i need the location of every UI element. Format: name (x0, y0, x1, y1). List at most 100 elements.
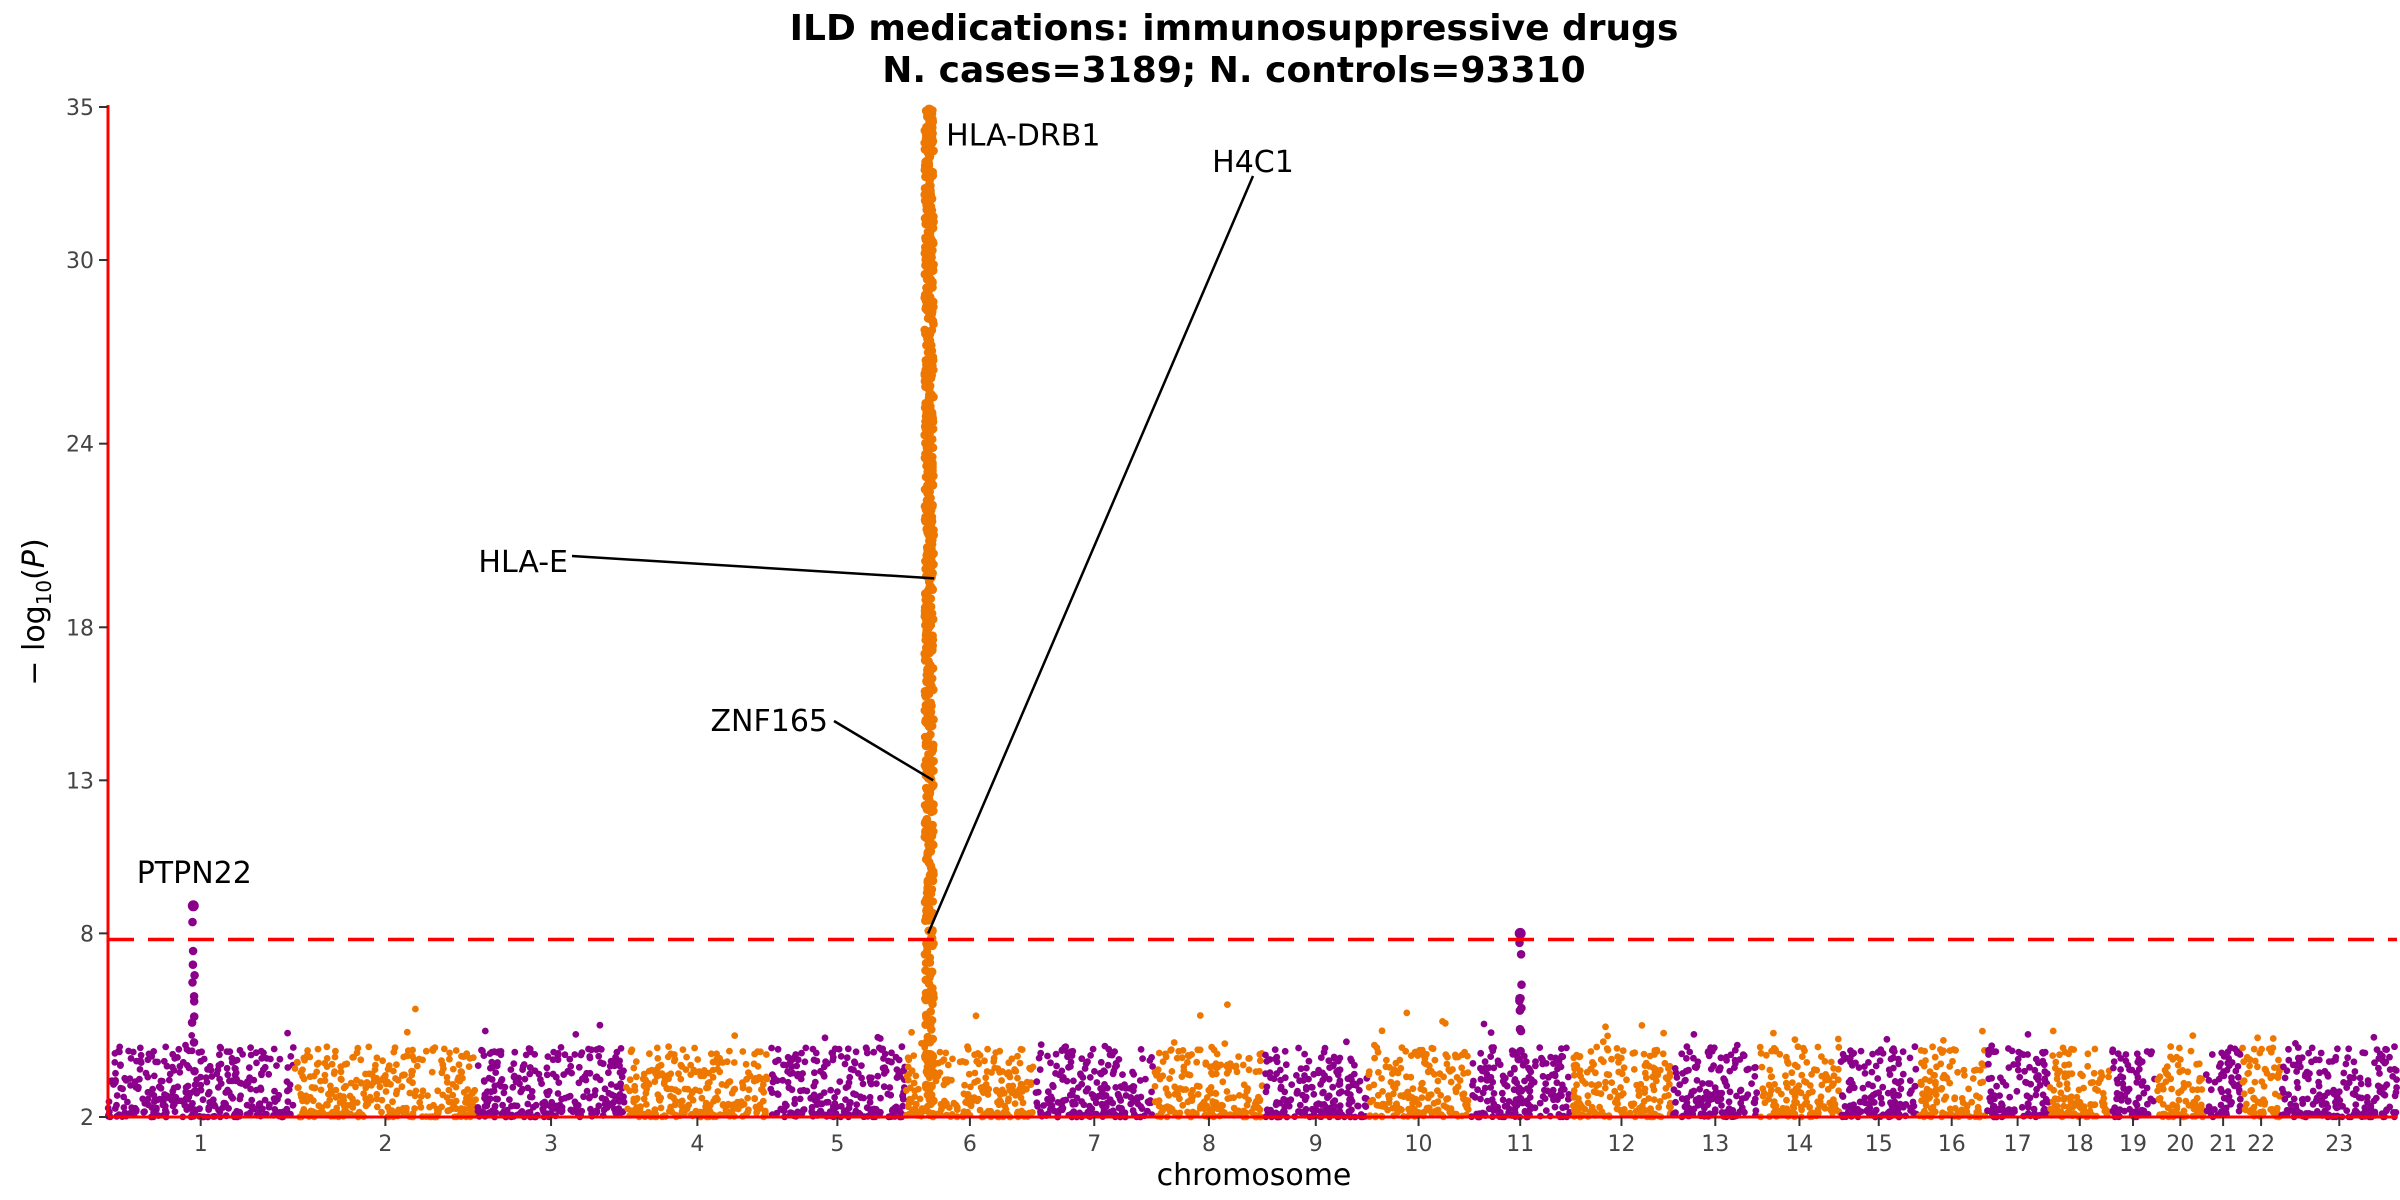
data-point (2006, 1093, 2014, 1101)
data-point (2228, 1098, 2236, 1106)
data-point (1912, 1065, 1920, 1073)
peak-point (1517, 980, 1526, 989)
data-point (1489, 1047, 1497, 1055)
peak-point (1517, 1003, 1526, 1013)
gene-label: ZNF165 (710, 704, 828, 739)
peak-point (922, 1054, 931, 1064)
data-point (1173, 1086, 1181, 1094)
data-point (162, 1043, 170, 1051)
data-point (111, 1050, 119, 1057)
data-point (1053, 1062, 1060, 1070)
data-point (1510, 1064, 1518, 1072)
data-point (1867, 1096, 1875, 1104)
data-point (331, 1053, 339, 1061)
data-point (2079, 1072, 2086, 1080)
data-point (2345, 1045, 2353, 1053)
data-point (510, 1060, 518, 1067)
data-point (982, 1074, 990, 1082)
data-point (1938, 1084, 1946, 1092)
data-point (2217, 1060, 2225, 1067)
data-point (1325, 1075, 1333, 1083)
data-point (1888, 1102, 1896, 1110)
data-point (1196, 1012, 1204, 1019)
data-point (616, 1057, 623, 1065)
data-point (1392, 1100, 1400, 1108)
data-point (1209, 1071, 1216, 1078)
data-point (2254, 1034, 2262, 1042)
data-point (1011, 1100, 1019, 1107)
data-point (1256, 1097, 1264, 1105)
data-point (363, 1079, 371, 1086)
peak-point (923, 334, 932, 344)
data-point (1061, 1043, 1068, 1051)
data-point (1277, 1076, 1284, 1084)
data-point (944, 1061, 952, 1069)
data-point (176, 1062, 184, 1070)
data-point (352, 1083, 359, 1091)
data-point (1979, 1078, 1987, 1086)
data-point (1984, 1107, 1991, 1115)
data-point (232, 1077, 240, 1085)
data-point (574, 1101, 582, 1109)
data-point (2211, 1106, 2218, 1113)
data-point (1166, 1075, 1173, 1082)
data-point (1048, 1102, 1056, 1110)
data-point (1874, 1048, 1882, 1056)
data-point (2033, 1074, 2040, 1081)
data-point (1489, 1078, 1497, 1086)
data-point (1487, 1029, 1495, 1036)
data-point (1469, 1092, 1477, 1099)
data-point (461, 1053, 469, 1060)
data-point (1033, 1078, 1041, 1086)
data-point (2114, 1050, 2122, 1058)
data-point (817, 1107, 825, 1115)
data-point (216, 1051, 223, 1059)
data-point (945, 1104, 953, 1111)
data-point (2391, 1092, 2399, 1100)
data-point (2174, 1061, 2182, 1069)
data-point (2119, 1080, 2127, 1088)
data-point (378, 1108, 385, 1116)
data-point (655, 1063, 663, 1070)
data-point (737, 1098, 745, 1105)
data-point (1742, 1094, 1750, 1101)
data-point (1139, 1055, 1146, 1062)
data-point (836, 1078, 844, 1085)
data-point (972, 1012, 980, 1020)
data-point (390, 1067, 397, 1075)
data-point (1336, 1054, 1344, 1062)
data-point (2084, 1050, 2092, 1058)
data-point (315, 1102, 323, 1110)
data-point (373, 1090, 381, 1098)
data-point (195, 1049, 203, 1056)
data-point (944, 1076, 952, 1084)
data-point (199, 1096, 207, 1104)
data-point (1317, 1054, 1325, 1061)
data-point (1636, 1104, 1643, 1112)
data-point (1788, 1108, 1796, 1116)
data-point (1351, 1061, 1358, 1069)
data-point (2005, 1045, 2012, 1052)
data-point (2024, 1100, 2032, 1108)
data-point (175, 1045, 183, 1053)
data-point (632, 1058, 640, 1065)
data-point (558, 1107, 566, 1115)
data-point (1208, 1108, 1216, 1116)
data-point (940, 1081, 948, 1089)
data-point (2080, 1084, 2088, 1092)
data-point (1926, 1087, 1933, 1095)
data-point (1751, 1099, 1759, 1107)
data-point (236, 1109, 244, 1117)
data-point (1310, 1090, 1318, 1098)
data-point (1188, 1097, 1196, 1104)
peak-point (923, 1069, 933, 1079)
data-point (273, 1062, 280, 1069)
data-point (779, 1076, 787, 1084)
data-point (2046, 1084, 2054, 1091)
data-point (485, 1074, 493, 1082)
peak-point (924, 623, 934, 632)
data-point (632, 1096, 640, 1104)
peak-point (923, 254, 933, 264)
data-point (1483, 1097, 1491, 1105)
data-point (1415, 1100, 1423, 1108)
